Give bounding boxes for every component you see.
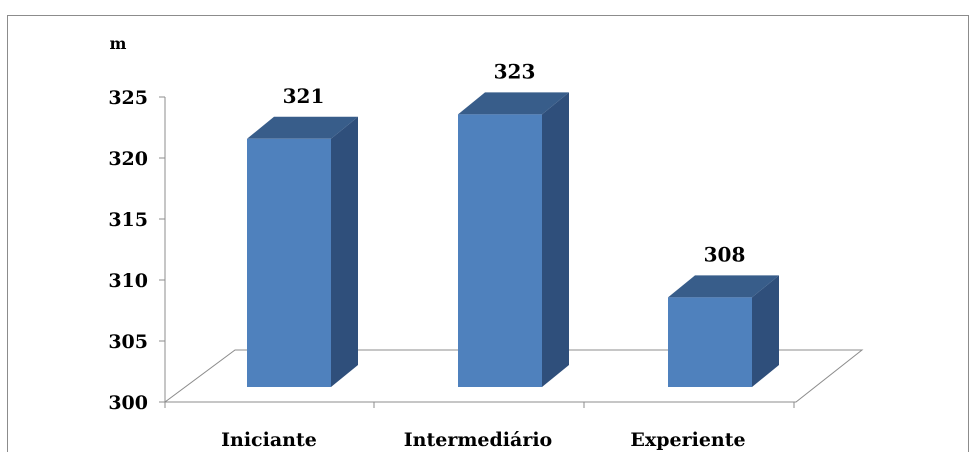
chart-frame bbox=[7, 15, 969, 452]
bar-side-face bbox=[542, 92, 569, 388]
y-tick-label: 305 bbox=[108, 331, 148, 353]
y-tick-label: 310 bbox=[108, 270, 148, 292]
bar-intermediário bbox=[458, 92, 569, 388]
chart-labels: 300 305 310 315 320 325 m 321 Iniciante 323 Interm… bbox=[108, 34, 745, 451]
bar-front-face bbox=[247, 138, 331, 387]
x-tick-label: Iniciante bbox=[221, 429, 317, 451]
bar-side-face bbox=[752, 275, 779, 387]
y-tick-label: 300 bbox=[108, 392, 148, 414]
y-tick-label: 315 bbox=[108, 209, 148, 231]
chart-bars bbox=[247, 92, 779, 388]
bar-iniciante bbox=[247, 116, 358, 388]
y-tick-label: 320 bbox=[108, 148, 148, 170]
bar-experiente bbox=[668, 275, 779, 387]
chart-floor bbox=[163, 349, 864, 403]
x-tick-label: Intermediário bbox=[404, 429, 552, 451]
y-axis-label: m bbox=[110, 34, 127, 53]
y-tick-label: 325 bbox=[108, 87, 148, 109]
bar-side-face bbox=[331, 116, 358, 388]
bar-top-face bbox=[247, 116, 358, 139]
bar-top-face bbox=[458, 92, 569, 115]
data-label: 323 bbox=[494, 59, 536, 83]
bar-front-face bbox=[458, 114, 542, 388]
x-tick-label: Experiente bbox=[630, 429, 745, 451]
chart-floor-outline bbox=[163, 349, 864, 403]
data-label: 308 bbox=[704, 242, 746, 266]
data-label: 321 bbox=[283, 84, 325, 108]
bar-front-face bbox=[668, 297, 752, 387]
bar-top-face bbox=[668, 275, 779, 298]
chart-axes bbox=[159, 96, 795, 408]
